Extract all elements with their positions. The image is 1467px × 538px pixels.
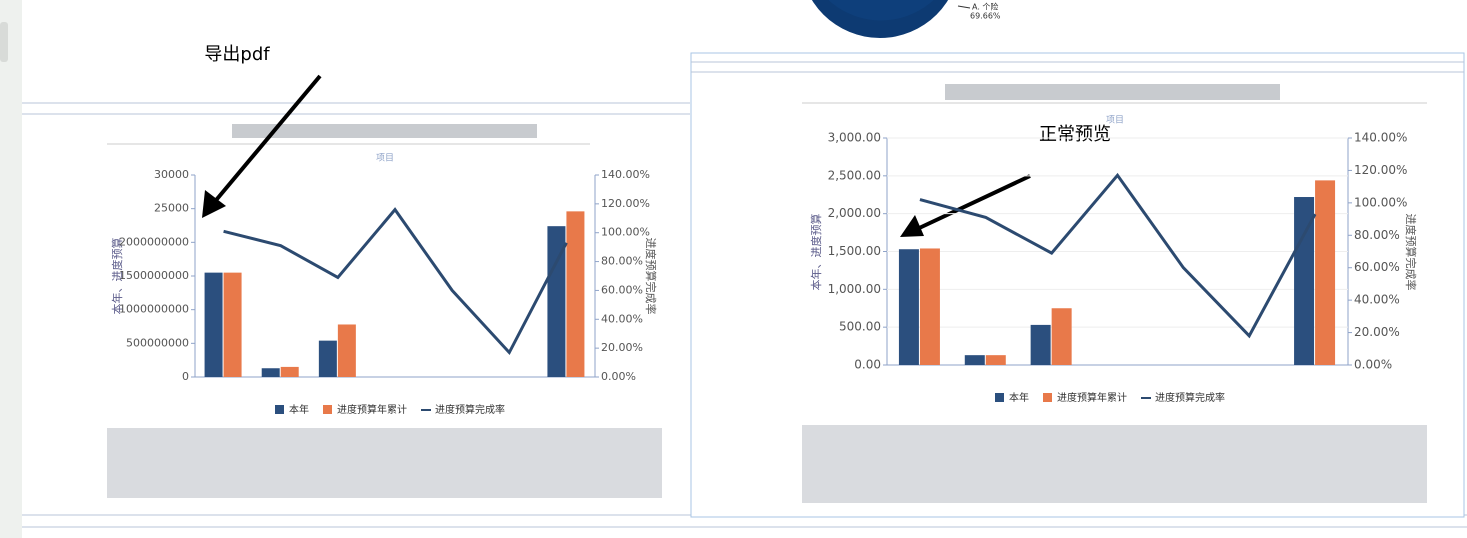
bar	[919, 248, 940, 365]
y-tick-label: 1500000000	[119, 269, 189, 282]
legend-swatch	[1043, 393, 1052, 402]
y-tick-label: 25000	[154, 202, 189, 215]
annotation: 导出pdf	[204, 44, 270, 65]
annotation: 正常预览	[1039, 124, 1111, 145]
bar	[318, 340, 337, 377]
y2-tick-label: 0.00%	[601, 370, 636, 383]
y-axis-label: 本年、进度预算	[110, 238, 124, 315]
bar	[1315, 180, 1336, 365]
subtitle: 项目	[1106, 115, 1124, 126]
y-tick-label: 2,500.00	[828, 168, 881, 182]
line	[223, 207, 568, 356]
legend-label: 本年	[289, 403, 309, 416]
y2-tick-label: 80.00%	[1354, 228, 1400, 242]
y2-tick-label: 140.00%	[601, 168, 650, 181]
y2-axis-label: 进度预算完成率	[644, 238, 658, 315]
legend-label: 进度预算完成率	[1155, 391, 1225, 404]
y2-tick-label: 60.00%	[601, 283, 643, 296]
y-tick-label: 0	[182, 370, 189, 383]
pie-label: 69.66%	[970, 12, 1001, 21]
y-axis-label: 本年、进度预算	[809, 214, 823, 291]
line	[919, 172, 1317, 339]
bar	[547, 226, 566, 377]
bar	[898, 249, 919, 365]
legend-label: 进度预算完成率	[435, 403, 505, 416]
subtitle: 项目	[376, 153, 394, 164]
y-tick-label: 500.00	[839, 320, 881, 334]
legend-swatch	[323, 405, 332, 414]
y-tick-label: 3,000.00	[828, 131, 881, 145]
y2-tick-label: 40.00%	[1354, 293, 1400, 307]
pie-fragment	[828, 0, 934, 21]
y2-tick-label: 120.00%	[1354, 163, 1407, 177]
y2-tick-label: 20.00%	[601, 341, 643, 354]
y2-tick-label: 100.00%	[1354, 195, 1407, 209]
bar	[985, 355, 1006, 365]
y-tick-label: 2000000000	[119, 235, 189, 248]
bar	[1051, 308, 1072, 365]
sidebar	[0, 0, 22, 538]
legend-label: 进度预算年累计	[1057, 391, 1127, 404]
legend-label: 进度预算年累计	[337, 403, 407, 416]
sidebar-tab	[0, 22, 8, 62]
pie-label: A. 个险	[972, 2, 998, 12]
y2-tick-label: 60.00%	[1354, 260, 1400, 274]
y2-tick-label: 80.00%	[601, 255, 643, 268]
bar	[566, 211, 585, 377]
bar	[204, 272, 223, 377]
bar	[1294, 197, 1315, 365]
y-tick-label: 0.00	[854, 358, 881, 372]
legend-swatch	[995, 393, 1004, 402]
y-tick-label: 1,500.00	[828, 244, 881, 258]
y2-tick-label: 20.00%	[1354, 325, 1400, 339]
y2-tick-label: 140.00%	[1354, 131, 1407, 145]
bar	[337, 324, 356, 377]
y2-axis-label: 进度预算完成率	[1404, 214, 1418, 291]
bar	[1030, 324, 1051, 365]
y-tick-label: 500000000	[126, 336, 189, 349]
arrows	[202, 74, 1031, 237]
y-tick-label: 30000	[154, 168, 189, 181]
blurred-content	[107, 84, 1427, 503]
y2-tick-label: 100.00%	[601, 226, 650, 239]
y-tick-label: 2,000.00	[828, 206, 881, 220]
y-tick-label: 1000000000	[119, 303, 189, 316]
bar	[280, 366, 299, 377]
bar	[223, 272, 242, 377]
legend-label: 本年	[1009, 391, 1029, 404]
bar	[261, 368, 280, 377]
pie-leader	[957, 5, 971, 9]
legend-swatch	[275, 405, 284, 414]
y2-tick-label: 120.00%	[601, 197, 650, 210]
bar	[964, 355, 985, 365]
y2-tick-label: 0.00%	[1354, 358, 1392, 372]
y2-tick-label: 40.00%	[601, 312, 643, 325]
y-tick-label: 1,000.00	[828, 282, 881, 296]
